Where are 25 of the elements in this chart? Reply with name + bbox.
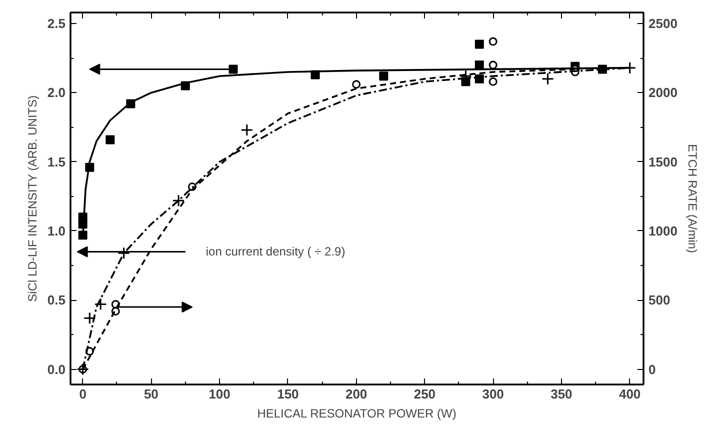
x-tick-label: 50 (144, 386, 158, 402)
x-tick-label: 250 (414, 386, 436, 402)
y-axis-title: SiCl LD-LIF INTENSITY (ARB. UNITS) (25, 95, 40, 302)
y2-axis-title: ETCH RATE (A/min) (685, 144, 700, 254)
x-tick-label: 400 (618, 386, 641, 402)
annotation: ion current density ( ÷ 2.9) (206, 244, 346, 259)
y-tick-label: 1.5 (47, 154, 66, 170)
y2-tick-label: 0 (648, 362, 656, 377)
y2-tick-label: 1500 (648, 154, 678, 170)
y2-tick-label: 2500 (648, 16, 678, 32)
y2-tick-label: 500 (648, 292, 670, 308)
x-tick-label: 0 (79, 386, 86, 402)
x-tick-label: 100 (208, 386, 230, 402)
x-tick-label: 300 (482, 386, 504, 402)
x-tick-label: 150 (277, 386, 299, 402)
y2-tick-label: 1000 (648, 224, 678, 238)
y2-tick-label: 2000 (648, 85, 678, 100)
x-tick-label: 350 (550, 386, 572, 402)
y-tick-label: 0.5 (47, 292, 66, 308)
x-axis-title: HELICAL RESONATOR POWER (W) (257, 406, 456, 420)
y-tick-label: 2.0 (47, 85, 66, 100)
y-tick-label: 1.0 (47, 224, 66, 238)
y-tick-label: 2.5 (47, 16, 66, 32)
x-tick-label: 200 (345, 386, 368, 402)
y-tick-label: 0.0 (47, 362, 66, 377)
